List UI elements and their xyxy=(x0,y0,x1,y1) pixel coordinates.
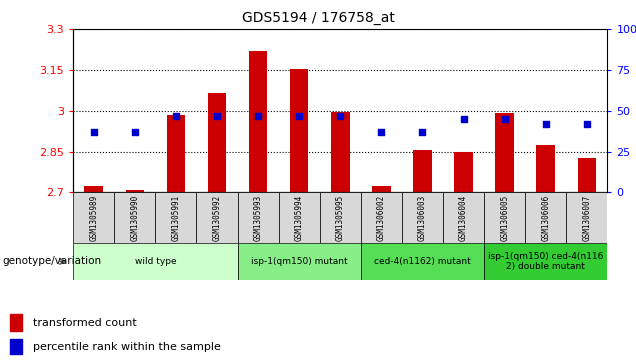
Text: GSM1306003: GSM1306003 xyxy=(418,195,427,241)
Bar xyxy=(537,145,555,192)
Point xyxy=(582,121,592,127)
Bar xyxy=(279,192,320,243)
Bar xyxy=(167,115,185,192)
Point xyxy=(499,116,509,122)
Text: GSM1306004: GSM1306004 xyxy=(459,195,468,241)
Text: GDS5194 / 176758_at: GDS5194 / 176758_at xyxy=(242,11,394,25)
Bar xyxy=(73,192,114,243)
Text: GSM1305992: GSM1305992 xyxy=(212,195,221,241)
Text: GSM1305990: GSM1305990 xyxy=(130,195,139,241)
Bar xyxy=(237,243,361,280)
Point xyxy=(253,113,263,118)
Text: GSM1306002: GSM1306002 xyxy=(377,195,386,241)
Bar xyxy=(361,243,484,280)
Bar xyxy=(237,192,279,243)
Bar xyxy=(85,185,103,192)
Bar xyxy=(454,152,473,192)
Bar xyxy=(443,192,484,243)
Bar xyxy=(73,243,237,280)
Text: wild type: wild type xyxy=(135,257,176,266)
Bar xyxy=(125,190,144,192)
Bar xyxy=(484,243,607,280)
Bar xyxy=(290,69,308,192)
Point xyxy=(294,113,304,118)
Bar xyxy=(402,192,443,243)
Point xyxy=(335,113,345,118)
Text: isp-1(qm150) mutant: isp-1(qm150) mutant xyxy=(251,257,347,266)
Text: GSM1305994: GSM1305994 xyxy=(294,195,303,241)
Text: GSM1306006: GSM1306006 xyxy=(541,195,550,241)
Bar xyxy=(10,339,22,354)
Bar xyxy=(155,192,197,243)
Bar xyxy=(495,113,514,192)
Bar xyxy=(577,158,596,192)
Bar xyxy=(197,192,237,243)
Text: GSM1305993: GSM1305993 xyxy=(254,195,263,241)
Bar xyxy=(320,192,361,243)
Text: isp-1(qm150) ced-4(n116
2) double mutant: isp-1(qm150) ced-4(n116 2) double mutant xyxy=(488,252,604,271)
Point xyxy=(88,129,99,135)
Text: genotype/variation: genotype/variation xyxy=(2,256,101,266)
Point xyxy=(417,129,427,135)
Text: GSM1305995: GSM1305995 xyxy=(336,195,345,241)
Text: GSM1305991: GSM1305991 xyxy=(171,195,181,241)
Point xyxy=(377,129,387,135)
Bar xyxy=(114,192,155,243)
Bar xyxy=(566,192,607,243)
Bar xyxy=(331,112,350,192)
Bar xyxy=(249,51,267,192)
Bar xyxy=(372,185,391,192)
Text: percentile rank within the sample: percentile rank within the sample xyxy=(33,342,221,352)
Point xyxy=(459,116,469,122)
Point xyxy=(541,121,551,127)
Bar xyxy=(361,192,402,243)
Bar xyxy=(10,314,22,331)
Text: transformed count: transformed count xyxy=(33,318,137,328)
Point xyxy=(212,113,222,118)
Point xyxy=(130,129,140,135)
Text: ced-4(n1162) mutant: ced-4(n1162) mutant xyxy=(374,257,471,266)
Point xyxy=(171,113,181,118)
Bar xyxy=(413,150,432,192)
Text: GSM1305989: GSM1305989 xyxy=(89,195,98,241)
Text: GSM1306007: GSM1306007 xyxy=(583,195,591,241)
Bar xyxy=(208,93,226,192)
Text: GSM1306005: GSM1306005 xyxy=(500,195,509,241)
Bar xyxy=(484,192,525,243)
Bar xyxy=(525,192,566,243)
